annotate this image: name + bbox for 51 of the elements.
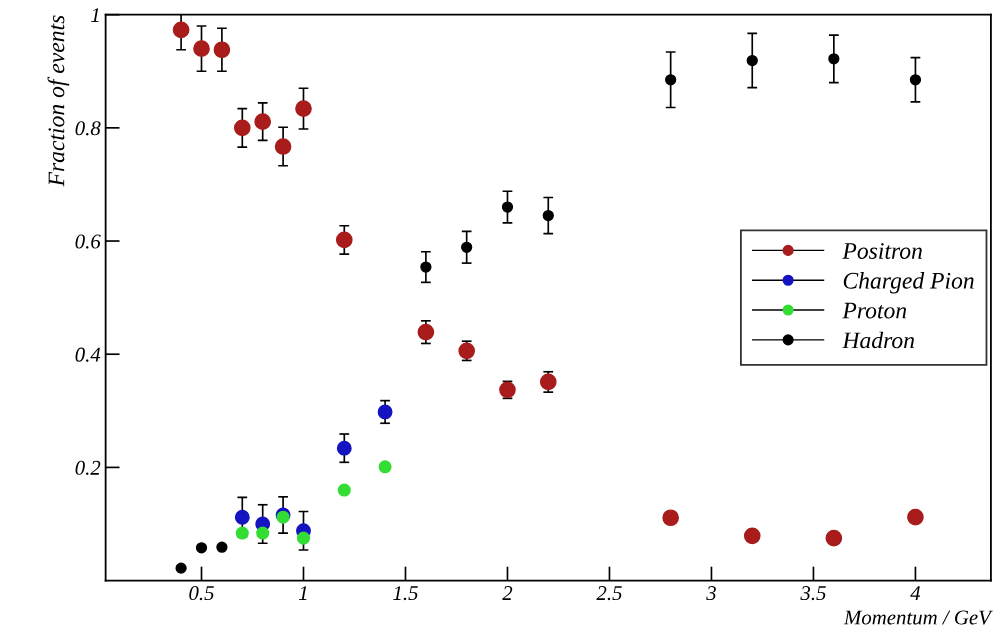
point [235, 526, 249, 540]
point [746, 54, 758, 67]
point [378, 460, 392, 474]
x-tick-label: 2.5 [596, 586, 622, 601]
x-tick-label: 3 [706, 586, 716, 601]
point [662, 509, 679, 527]
point [233, 119, 251, 137]
y-tick-label: 1 [91, 8, 99, 22]
point [296, 531, 311, 545]
point [256, 526, 270, 540]
y-tick-label: 0.8 [75, 121, 101, 136]
point [274, 138, 292, 155]
x-axis-title: Momentum / GeV [843, 610, 993, 625]
point [335, 231, 353, 249]
point [461, 241, 473, 253]
legend-label: Proton [842, 302, 907, 319]
point [501, 201, 514, 213]
point [295, 100, 312, 117]
point [665, 74, 677, 86]
point [907, 508, 924, 526]
point [213, 41, 231, 59]
x-tick-label: 0.5 [189, 586, 214, 601]
x-tick-label: 4 [910, 586, 921, 600]
x-tick-label: 1.5 [393, 586, 418, 601]
point [193, 40, 210, 57]
legend-label: Positron [842, 243, 922, 259]
point [542, 209, 554, 222]
point [420, 261, 432, 273]
point [336, 440, 352, 456]
point [172, 21, 190, 39]
x-tick-label: 1 [299, 586, 307, 600]
point [377, 404, 393, 420]
x-tick-label: 2 [502, 586, 513, 600]
legend-label: Charged Pion [843, 272, 974, 294]
point [825, 529, 843, 547]
y-tick-label: 0.6 [75, 234, 101, 249]
point [175, 562, 187, 574]
y-tick-label: 0.4 [75, 347, 101, 362]
legend-label: Hadron [842, 331, 915, 349]
y-axis-title: Fraction of events [47, 15, 70, 187]
point [254, 113, 272, 130]
point [417, 323, 435, 341]
point [828, 53, 840, 65]
point [909, 74, 922, 86]
point [743, 527, 761, 545]
point [337, 483, 351, 497]
point [195, 542, 208, 554]
y-tick-label: 0.2 [75, 460, 101, 475]
x-tick-label: 3.5 [800, 586, 826, 601]
point [234, 509, 250, 525]
point [216, 541, 228, 553]
